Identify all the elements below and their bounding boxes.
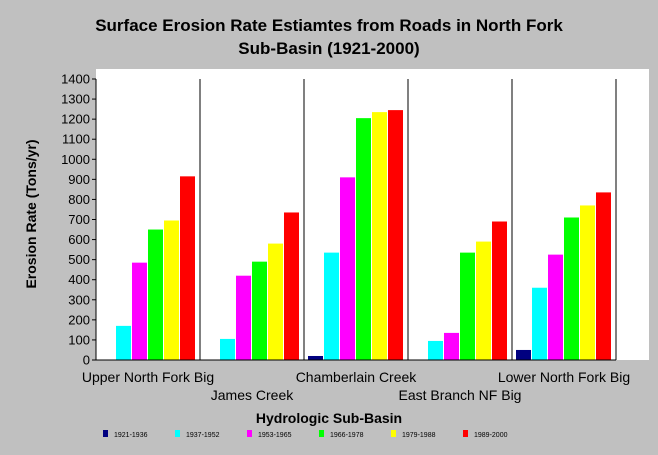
y-tick-label: 1400 [61, 72, 90, 87]
y-tick-label: 700 [68, 212, 90, 227]
y-tick-label: 800 [68, 192, 90, 207]
bar-3-4 [356, 118, 371, 360]
bar-1-3 [132, 262, 147, 360]
bar-3-2 [324, 252, 339, 360]
x-axis-title: Hydrologic Sub-Basin [256, 410, 402, 426]
y-tick-label: 900 [68, 172, 90, 187]
legend-label-1: 1921-1936 [114, 432, 148, 439]
bar-4-2 [428, 340, 443, 360]
y-axis-title: Erosion Rate (Tons/yr) [23, 139, 39, 288]
bar-2-5 [268, 243, 283, 360]
bar-3-6 [388, 110, 403, 360]
y-tick-label: 1300 [61, 92, 90, 107]
legend: 1921-1936 1937-1952 1953-1965 1966-1978 1979… [103, 430, 508, 439]
x-axis-labels: Upper North Fork Big James CreekChamberla… [82, 369, 630, 403]
bar-2-6 [284, 212, 299, 360]
y-tick-label: 500 [68, 252, 90, 267]
category-label-1: Upper North Fork Big [82, 369, 214, 385]
y-tick-label: 1200 [61, 112, 90, 127]
y-tick-label: 0 [83, 353, 90, 368]
bar-4-3 [444, 332, 459, 360]
category-label-5: Lower North Fork Big [498, 369, 630, 385]
legend-swatch-4 [319, 430, 324, 437]
bar-4-4 [460, 252, 475, 360]
chart-title-line-2: Sub-Basin (1921-2000) [238, 39, 419, 58]
y-tick-label: 200 [68, 312, 90, 327]
bar-3-3 [340, 177, 355, 360]
legend-label-4: 1966-1978 [330, 432, 364, 439]
legend-swatch-3 [247, 430, 252, 437]
y-axis: 0 100 200 300 400 500 600 700 800 900 1000 1100 1200… [61, 72, 616, 368]
bar-4-5 [476, 241, 491, 360]
bar-1-5 [164, 220, 179, 360]
category-label-4: East Branch NF Big [399, 387, 522, 403]
legend-label-2: 1937-1952 [186, 432, 220, 439]
bars-group [116, 110, 611, 360]
bar-2-3 [236, 275, 251, 360]
bar-2-4 [252, 261, 267, 360]
bar-5-5 [580, 205, 595, 360]
bar-5-1 [516, 349, 531, 360]
bar-2-2 [220, 338, 235, 360]
bar-5-2 [532, 287, 547, 360]
legend-label-5: 1979-1988 [402, 432, 436, 439]
legend-label-3: 1953-1965 [258, 432, 292, 439]
legend-label-6: 1989-2000 [474, 432, 508, 439]
y-tick-label: 400 [68, 272, 90, 287]
y-tick-label: 1100 [62, 132, 90, 147]
chart-title-line-1: Surface Erosion Rate Estiamtes from Road… [95, 16, 563, 35]
bar-1-4 [148, 229, 163, 360]
legend-swatch-6 [463, 430, 468, 437]
bar-5-4 [564, 217, 579, 360]
category-label-2: James Creek [211, 387, 294, 403]
category-label-3: Chamberlain Creek [296, 369, 418, 385]
legend-swatch-5 [391, 430, 396, 437]
bar-1-2 [116, 325, 131, 360]
bar-3-1 [308, 355, 323, 360]
legend-swatch-2 [175, 430, 180, 437]
bar-5-6 [596, 192, 611, 360]
y-tick-label: 600 [68, 232, 90, 247]
y-tick-label: 100 [68, 332, 90, 347]
bar-3-5 [372, 112, 387, 360]
bar-1-6 [180, 176, 195, 360]
y-tick-label: 300 [68, 292, 90, 307]
bar-4-6 [492, 221, 507, 360]
y-tick-label: 1000 [61, 152, 90, 167]
legend-swatch-1 [103, 430, 108, 437]
bar-5-3 [548, 254, 563, 360]
